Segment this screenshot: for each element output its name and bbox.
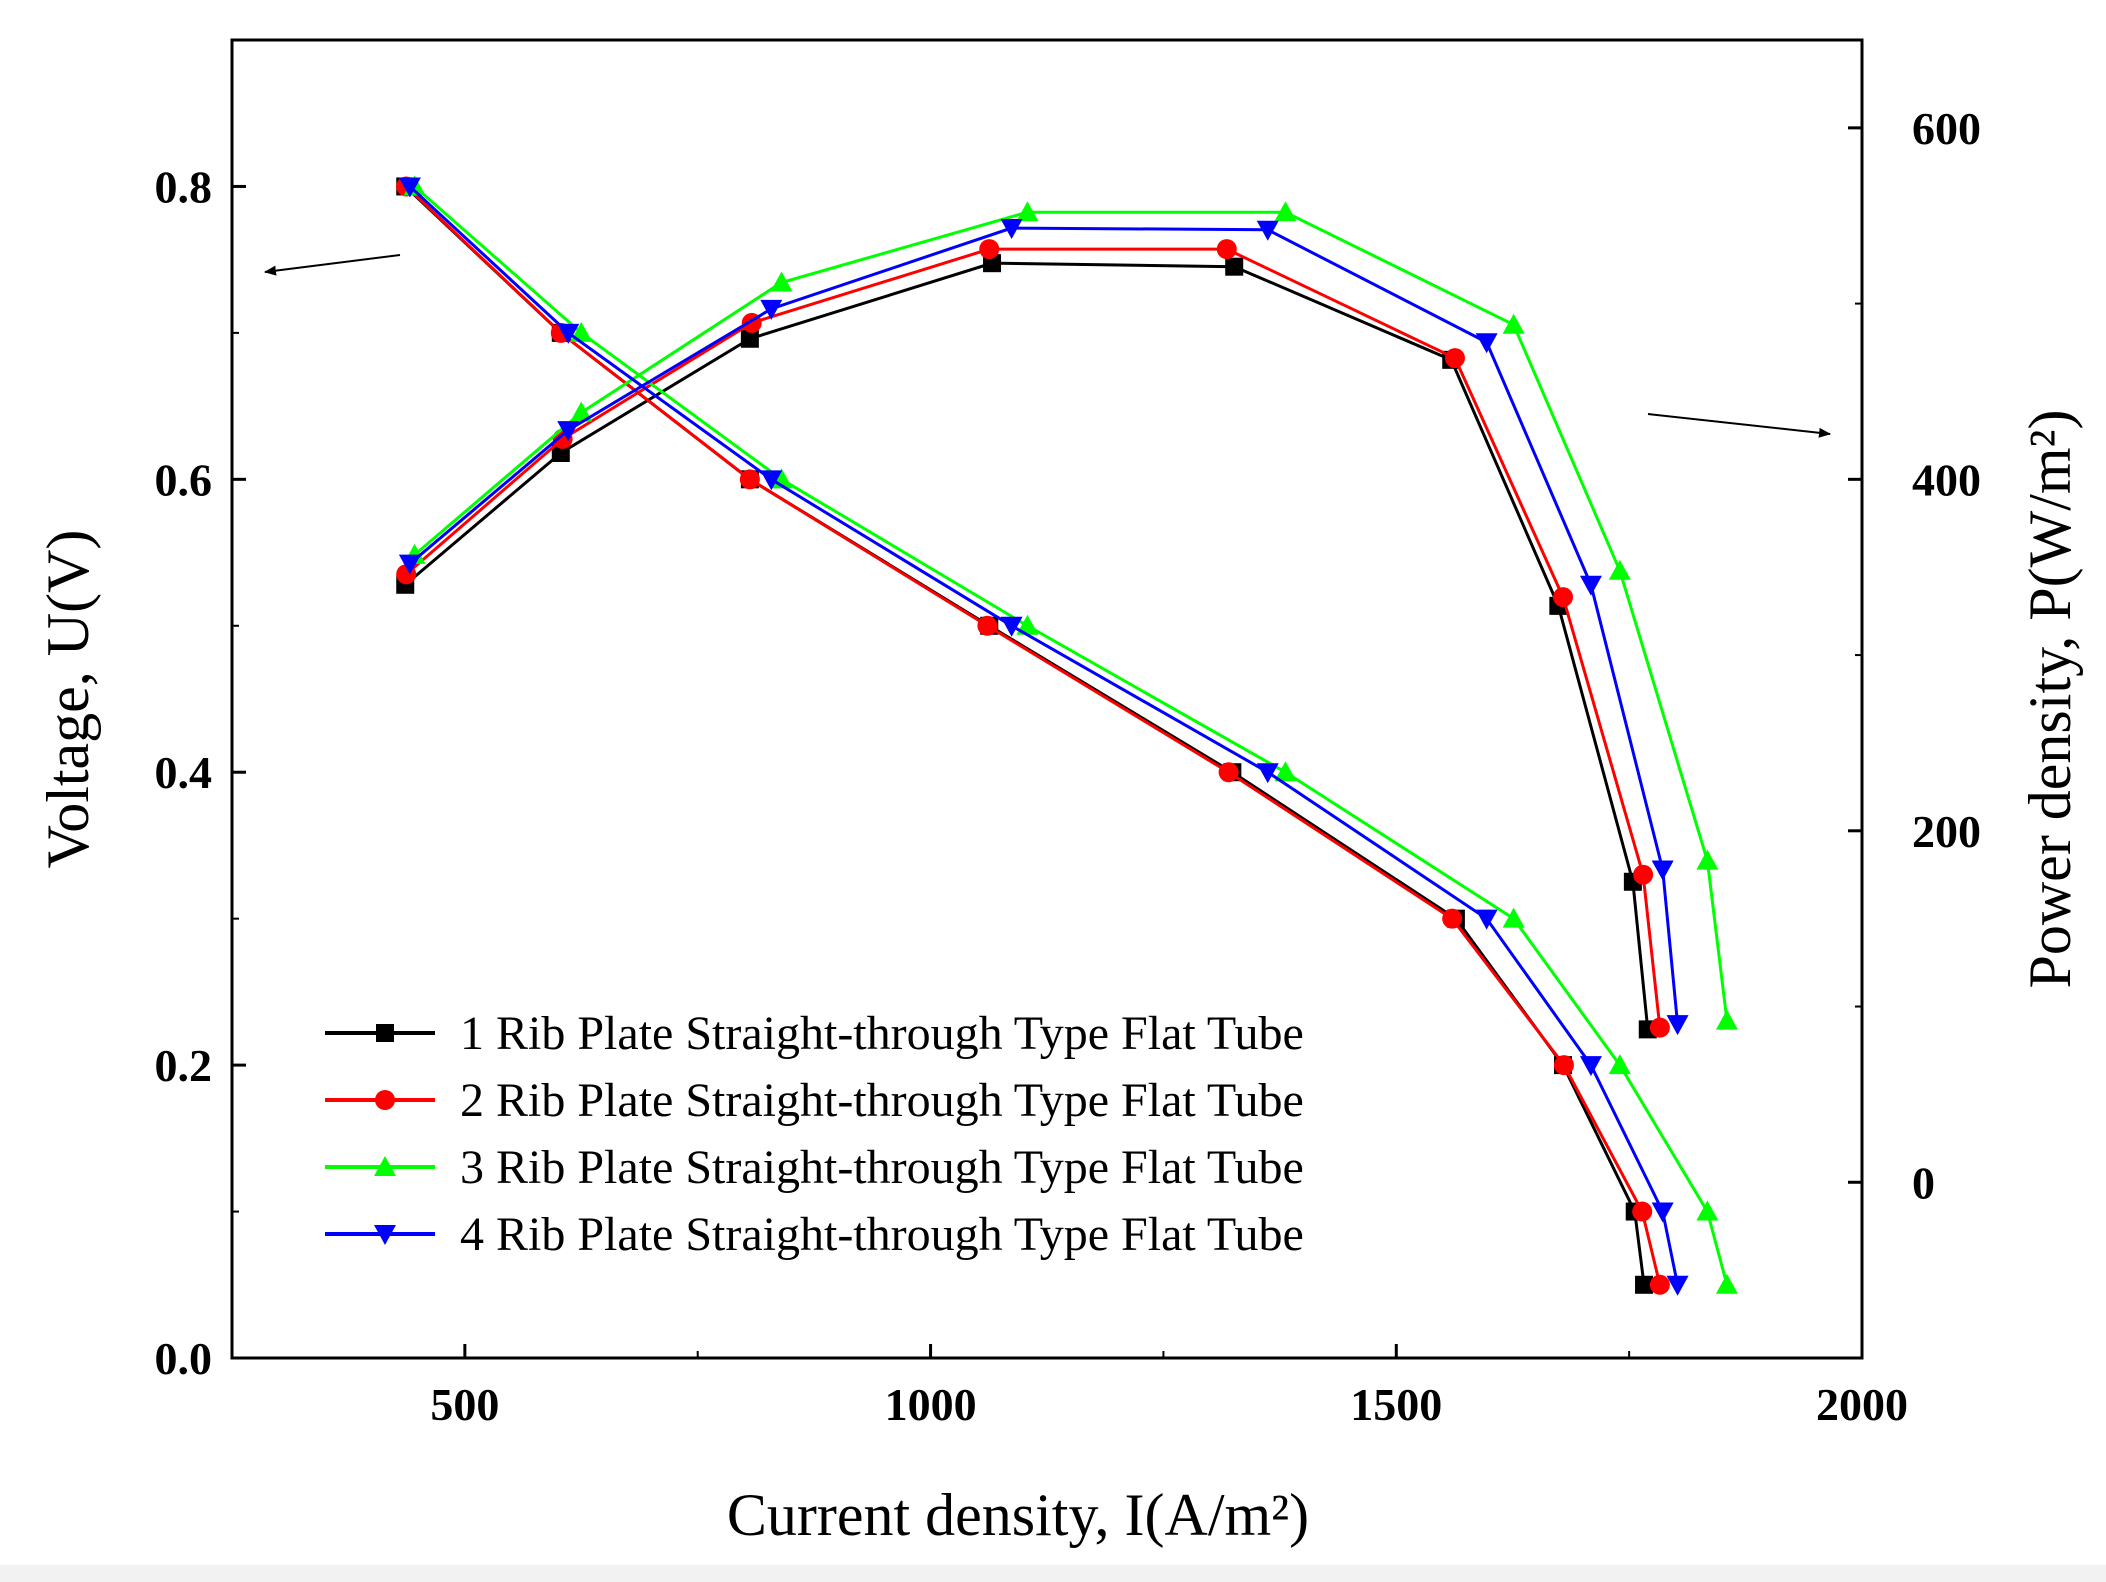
power-point (1256, 220, 1279, 241)
power-point (1216, 239, 1237, 260)
voltage-point (1016, 614, 1039, 635)
power-point (1553, 587, 1574, 608)
voltage-point (557, 323, 580, 344)
y-left-axis-title: Voltage, U(V) (35, 530, 101, 869)
plot-frame (230, 38, 1864, 1360)
voltage-point (1256, 763, 1279, 784)
power-point (1502, 313, 1525, 334)
y-right-axis-title: Power density, P(W/m²) (2017, 409, 2083, 988)
voltage-point (1274, 761, 1297, 782)
y-left-tick-label: 0.8 (155, 161, 213, 212)
power-point (1608, 559, 1631, 580)
legend-marker (375, 1090, 395, 1110)
right-axis-arrow (1647, 413, 1831, 438)
y-left-tick-label: 0.4 (155, 747, 213, 798)
voltage-point (1579, 1056, 1602, 1077)
voltage-point (1666, 1275, 1689, 1296)
power-point (770, 271, 793, 292)
power-point (740, 329, 759, 348)
power-point (570, 401, 593, 422)
power-point (1579, 575, 1602, 596)
power-point (760, 299, 783, 320)
legend-item: 2 Rib Plate Straight-through Type Flat T… (325, 1074, 1304, 1127)
legend-label: 3 Rib Plate Straight-through Type Flat T… (460, 1141, 1304, 1194)
voltage-point (1218, 762, 1239, 783)
power-point (1444, 348, 1465, 369)
voltage-point (1696, 1200, 1719, 1221)
left-axis-arrow (264, 254, 401, 276)
legend-item: 3 Rib Plate Straight-through Type Flat T… (325, 1141, 1304, 1194)
voltage-point (1715, 1273, 1738, 1294)
power-point (1715, 1009, 1738, 1030)
voltage-point (739, 469, 760, 490)
voltage-point (1651, 1202, 1674, 1223)
x-tick-labels: 500 1000 1500 2000 (430, 1379, 1908, 1430)
series-layer (396, 175, 1738, 1296)
x-tick-label: 1000 (885, 1379, 977, 1430)
power-point (557, 421, 580, 442)
legend-label: 2 Rib Plate Straight-through Type Flat T… (460, 1074, 1304, 1127)
power-point (1016, 201, 1039, 222)
voltage-point (1502, 907, 1525, 928)
voltage-point (398, 177, 421, 198)
x-axis-title: Current density, I(A/m²) (727, 1482, 1309, 1548)
x-tick-label: 2000 (1816, 1379, 1908, 1430)
power-point (1475, 333, 1498, 354)
voltage-point (1442, 908, 1463, 929)
voltage-point (1553, 1055, 1574, 1076)
series-2 (396, 176, 1670, 1295)
power-point (398, 554, 421, 575)
voltage-point (1649, 1274, 1670, 1295)
y-left-tick-label: 0.2 (155, 1040, 213, 1091)
y-left-tick-label: 0.6 (155, 454, 213, 505)
power-line-series-3 (413, 210, 1729, 1021)
y-right-tick-label: 200 (1912, 806, 1981, 857)
voltage-point (1608, 1054, 1631, 1075)
voltage-point (977, 615, 998, 636)
voltage-point (1000, 616, 1023, 637)
voltage-point (1475, 909, 1498, 930)
series-4 (398, 177, 1689, 1296)
power-point (1696, 849, 1719, 870)
power-point (1000, 219, 1023, 240)
legend-item: 1 Rib Plate Straight-through Type Flat T… (325, 1007, 1304, 1060)
power-point (1225, 257, 1244, 276)
y-right-tick-label: 0 (1912, 1157, 1935, 1208)
y-right-tick-labels: 0 200 400 600 (1912, 103, 1981, 1208)
voltage-point (1635, 1275, 1654, 1294)
tick-marks (231, 39, 1864, 1360)
power-point (1651, 860, 1674, 881)
legend-marker (374, 1225, 396, 1245)
legend-label: 1 Rib Plate Straight-through Type Flat T… (460, 1007, 1304, 1060)
legend-marker (374, 1156, 396, 1176)
power-point (1633, 864, 1654, 885)
legend: 1 Rib Plate Straight-through Type Flat T… (325, 1007, 1304, 1261)
power-point (979, 239, 1000, 260)
power-point (1666, 1015, 1689, 1036)
page-bottom-band (0, 1565, 2106, 1582)
y-right-tick-label: 600 (1912, 103, 1981, 154)
x-tick-label: 500 (430, 1379, 499, 1430)
y-left-tick-labels: 0.0 0.2 0.4 0.6 0.8 (155, 161, 213, 1384)
legend-item: 4 Rib Plate Straight-through Type Flat T… (325, 1208, 1304, 1261)
voltage-point (1632, 1201, 1653, 1222)
voltage-point (760, 470, 783, 491)
power-point (1649, 1017, 1670, 1038)
legend-marker (376, 1024, 394, 1042)
legend-label: 4 Rib Plate Straight-through Type Flat T… (460, 1208, 1304, 1261)
y-right-tick-label: 400 (1912, 454, 1981, 505)
power-point (1274, 201, 1297, 222)
y-left-tick-label: 0.0 (155, 1333, 213, 1384)
x-tick-label: 1500 (1350, 1379, 1442, 1430)
